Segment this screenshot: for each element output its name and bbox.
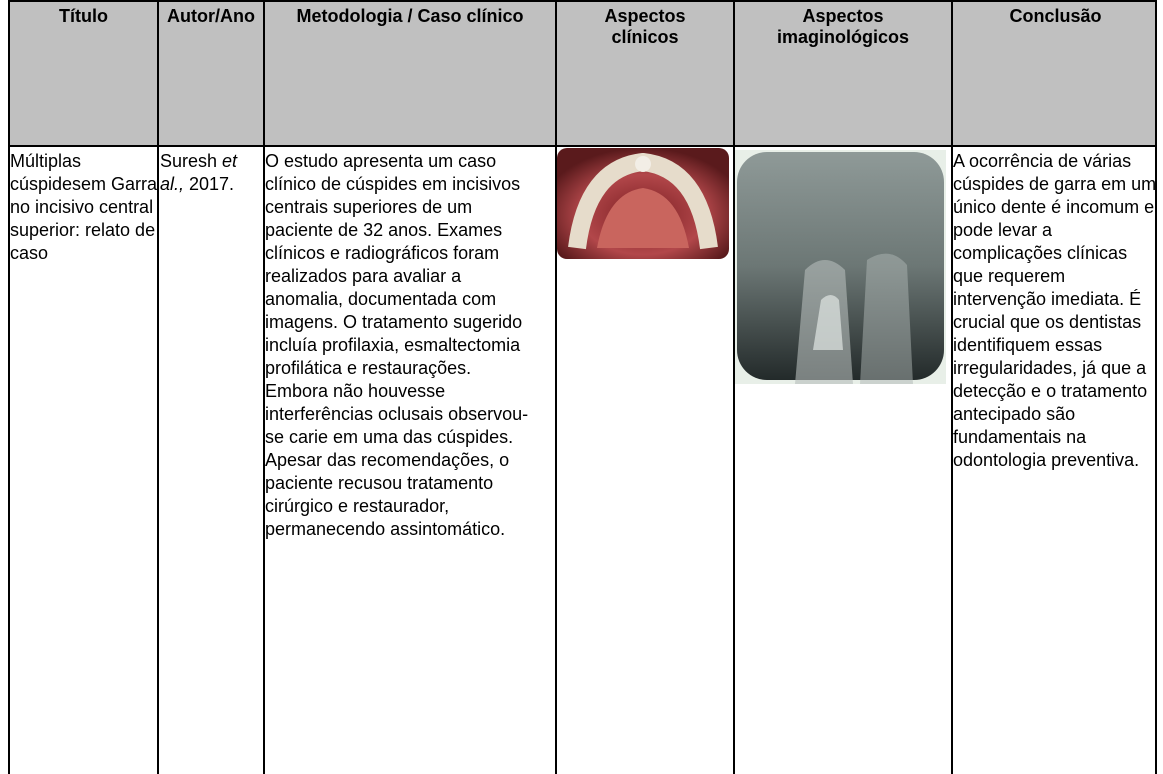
- column-border: [263, 0, 265, 774]
- header-cell: Metodologia / Caso clínico: [296, 6, 524, 26]
- header-background: [8, 2, 1157, 145]
- author-etal: et al.,: [160, 151, 238, 194]
- radiograph: [735, 150, 946, 384]
- title-cell: Múltiplas cúspidesem Garra no incisivo c…: [10, 151, 158, 263]
- header-cell: Conclusão: [1009, 6, 1102, 26]
- column-border: [1155, 0, 1157, 774]
- row-border: [8, 0, 1157, 2]
- column-border: [951, 0, 953, 774]
- author-year: 2017.: [184, 174, 235, 194]
- column-border: [733, 0, 735, 774]
- column-border: [157, 0, 159, 774]
- header-cell: Aspectos clínicos: [604, 6, 686, 47]
- methodology-cell: O estudo apresenta um caso clínico de cú…: [265, 151, 529, 539]
- author-cell: Suresh et al., 2017.: [160, 150, 264, 196]
- row-border: [8, 145, 1157, 147]
- column-border: [8, 0, 10, 774]
- author-name: Suresh: [160, 151, 223, 171]
- column-border: [555, 0, 557, 774]
- header-cell: Aspectos imaginológicos: [776, 6, 909, 47]
- header-cell: Autor/Ano: [167, 6, 255, 26]
- clinical-photo: [557, 148, 729, 259]
- header-cell: Título: [59, 6, 108, 26]
- conclusion-cell: A ocorrência de várias cúspides de garra…: [953, 151, 1157, 470]
